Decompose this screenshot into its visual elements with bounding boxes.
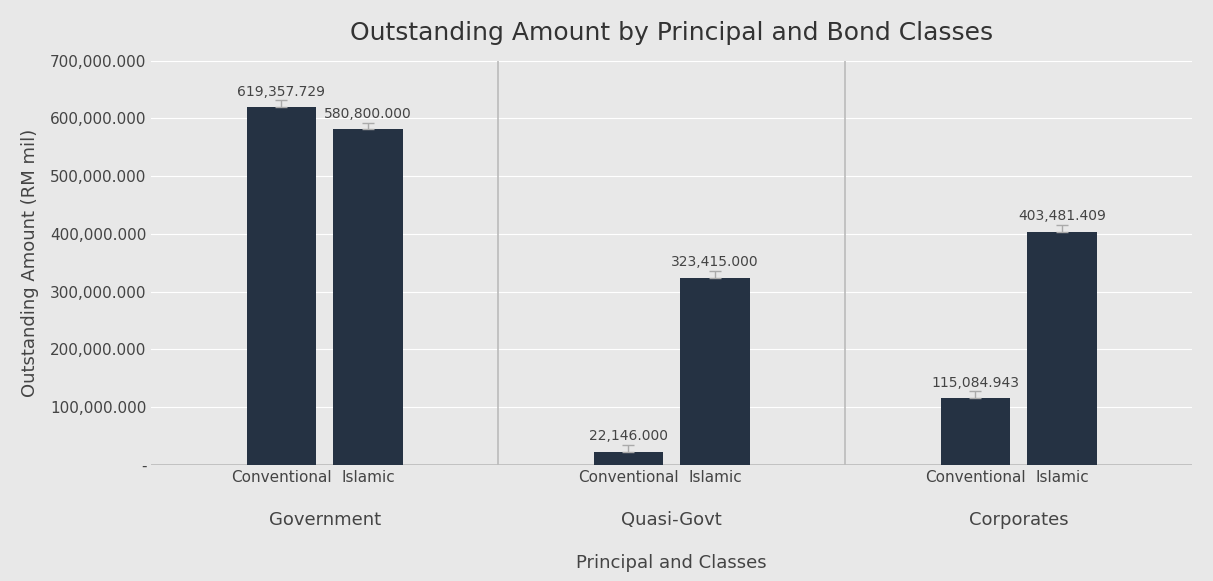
Bar	[940, 399, 1010, 465]
X-axis label: Principal and Classes: Principal and Classes	[576, 554, 767, 572]
Text: 619,357.729: 619,357.729	[238, 85, 325, 99]
Text: 403,481.409: 403,481.409	[1018, 209, 1106, 223]
Title: Outstanding Amount by Principal and Bond Classes: Outstanding Amount by Principal and Bond…	[351, 21, 993, 45]
Text: 22,146.000: 22,146.000	[588, 429, 668, 443]
Bar	[334, 130, 403, 465]
Bar	[593, 452, 664, 465]
Text: Corporates: Corporates	[969, 511, 1069, 529]
Text: 323,415.000: 323,415.000	[671, 256, 759, 270]
Text: Government: Government	[269, 511, 381, 529]
Y-axis label: Outstanding Amount (RM mil): Outstanding Amount (RM mil)	[21, 128, 39, 397]
Bar	[246, 107, 317, 465]
Bar	[1027, 232, 1097, 465]
Text: Quasi-Govt: Quasi-Govt	[621, 511, 722, 529]
Bar	[680, 278, 750, 465]
Text: 115,084.943: 115,084.943	[932, 376, 1019, 390]
Text: 580,800.000: 580,800.000	[324, 107, 412, 121]
